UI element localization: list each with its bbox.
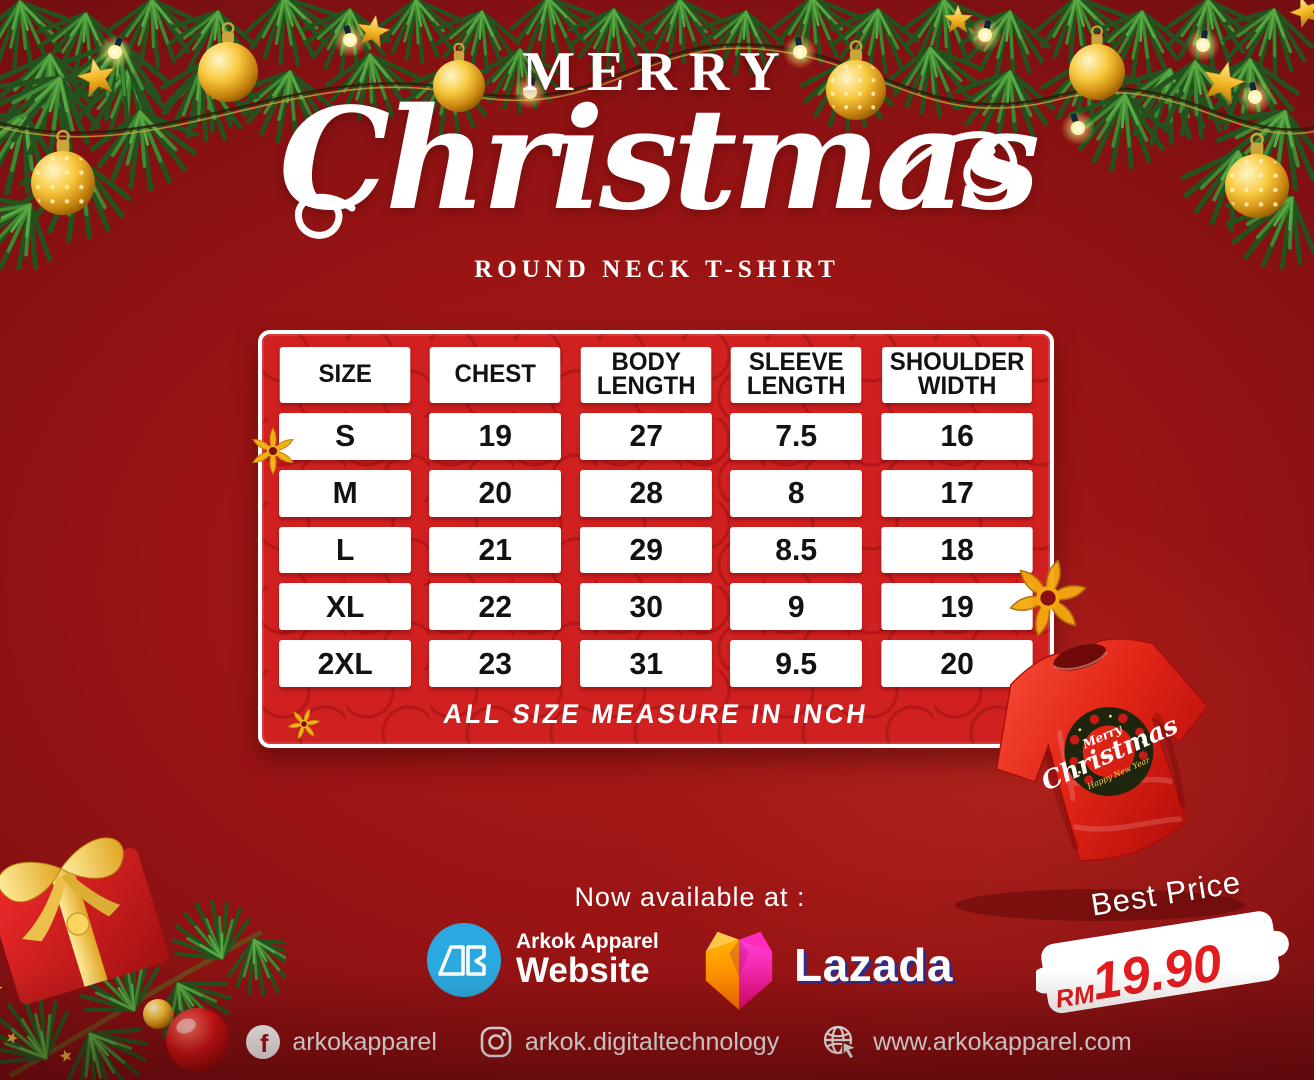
poster-subtitle: ROUND NECK T-SHIRT	[474, 256, 840, 283]
best-price-label: Best Price	[1088, 864, 1244, 923]
cell-size-xl: XL	[279, 583, 412, 631]
cell-l-sleeve: 8.5	[730, 526, 863, 574]
website-link[interactable]: www.arkokapparel.com	[821, 1022, 1132, 1062]
cell-m-chest: 20	[429, 469, 562, 517]
gift-box	[0, 837, 169, 1005]
cell-size-m: M	[279, 469, 412, 517]
cell-l-body: 29	[579, 526, 713, 574]
size-chart-table: SIZE CHEST BODY LENGTH SLEEVE LENGTH SHO…	[258, 330, 1054, 748]
cell-xl-body: 30	[579, 583, 713, 631]
cell-size-l: L	[279, 526, 412, 574]
cell-s-body: 27	[579, 413, 713, 460]
tshirt-shadow	[955, 889, 1245, 921]
cell-xl-sleeve: 9	[730, 583, 863, 631]
cell-size-2xl: 2XL	[279, 640, 412, 687]
price-amount: 19.90	[1088, 934, 1226, 1012]
cell-2xl-shoulder: 20	[881, 640, 1033, 687]
cell-xl-chest: 22	[429, 583, 562, 631]
wreath-print	[1064, 707, 1154, 796]
cell-xl-shoulder: 19	[881, 583, 1033, 631]
print-christmas-text: Christmas	[1037, 710, 1183, 797]
footer-social-bar: f arkokapparel arkok.digitaltechnology	[64, 1022, 1314, 1062]
arkok-website-label: Website	[516, 950, 650, 990]
availability-label: Now available at :	[574, 882, 806, 912]
lazada-wordmark: Lazada	[794, 939, 953, 991]
column-header-size: SIZE	[279, 347, 411, 403]
instagram-link[interactable]: arkok.digitaltechnology	[479, 1025, 779, 1059]
globe-cursor-icon	[824, 1025, 860, 1060]
cell-size-s: S	[279, 413, 412, 460]
column-header-body-length: BODY LENGTH	[580, 347, 712, 403]
column-header-chest: CHEST	[430, 347, 562, 403]
facebook-icon: f	[246, 1025, 281, 1059]
instagram-icon	[480, 1026, 512, 1058]
cell-l-shoulder: 18	[881, 526, 1033, 574]
cell-m-shoulder: 17	[881, 469, 1033, 517]
print-newyear-text: Happy New Year	[1085, 755, 1152, 791]
facebook-link[interactable]: f arkokapparel	[246, 1025, 437, 1059]
poster-title-merry: MERRY	[522, 41, 792, 103]
arkok-logo	[427, 923, 501, 997]
column-header-sleeve-length: SLEEVE LENGTH	[730, 347, 862, 403]
ticket-shape	[1036, 911, 1289, 1014]
cell-m-sleeve: 8	[730, 469, 863, 517]
facebook-handle: arkokapparel	[292, 1027, 437, 1056]
column-header-shoulder-width: SHOULDER WIDTH	[881, 347, 1032, 403]
cell-s-chest: 19	[429, 413, 562, 460]
instagram-handle: arkok.digitaltechnology	[524, 1027, 780, 1056]
cell-2xl-body: 31	[579, 640, 713, 687]
lazada-heart-logo	[705, 931, 773, 1010]
cell-l-chest: 21	[429, 526, 562, 574]
cell-m-body: 28	[579, 469, 713, 517]
tshirt-collar	[1053, 643, 1107, 671]
cell-s-shoulder: 16	[881, 413, 1033, 460]
channel-arkok-website[interactable]: Arkok Apparel Website	[426, 922, 659, 998]
website-url: www.arkokapparel.com	[873, 1027, 1132, 1056]
tiny-stars	[0, 982, 74, 1063]
size-note: ALL SIZE MEASURE IN INCH	[441, 698, 871, 729]
cell-s-sleeve: 7.5	[730, 413, 863, 460]
channel-lazada[interactable]: Lazada	[698, 920, 953, 1010]
print-merry-text: Merry	[1079, 721, 1125, 752]
cell-2xl-chest: 23	[429, 640, 562, 687]
poster-title-christmas: Christmas	[278, 78, 1040, 242]
cell-2xl-sleeve: 9.5	[730, 640, 863, 687]
arkok-brand-label: Arkok Apparel	[516, 929, 659, 953]
price-currency: RM	[1054, 980, 1098, 1014]
